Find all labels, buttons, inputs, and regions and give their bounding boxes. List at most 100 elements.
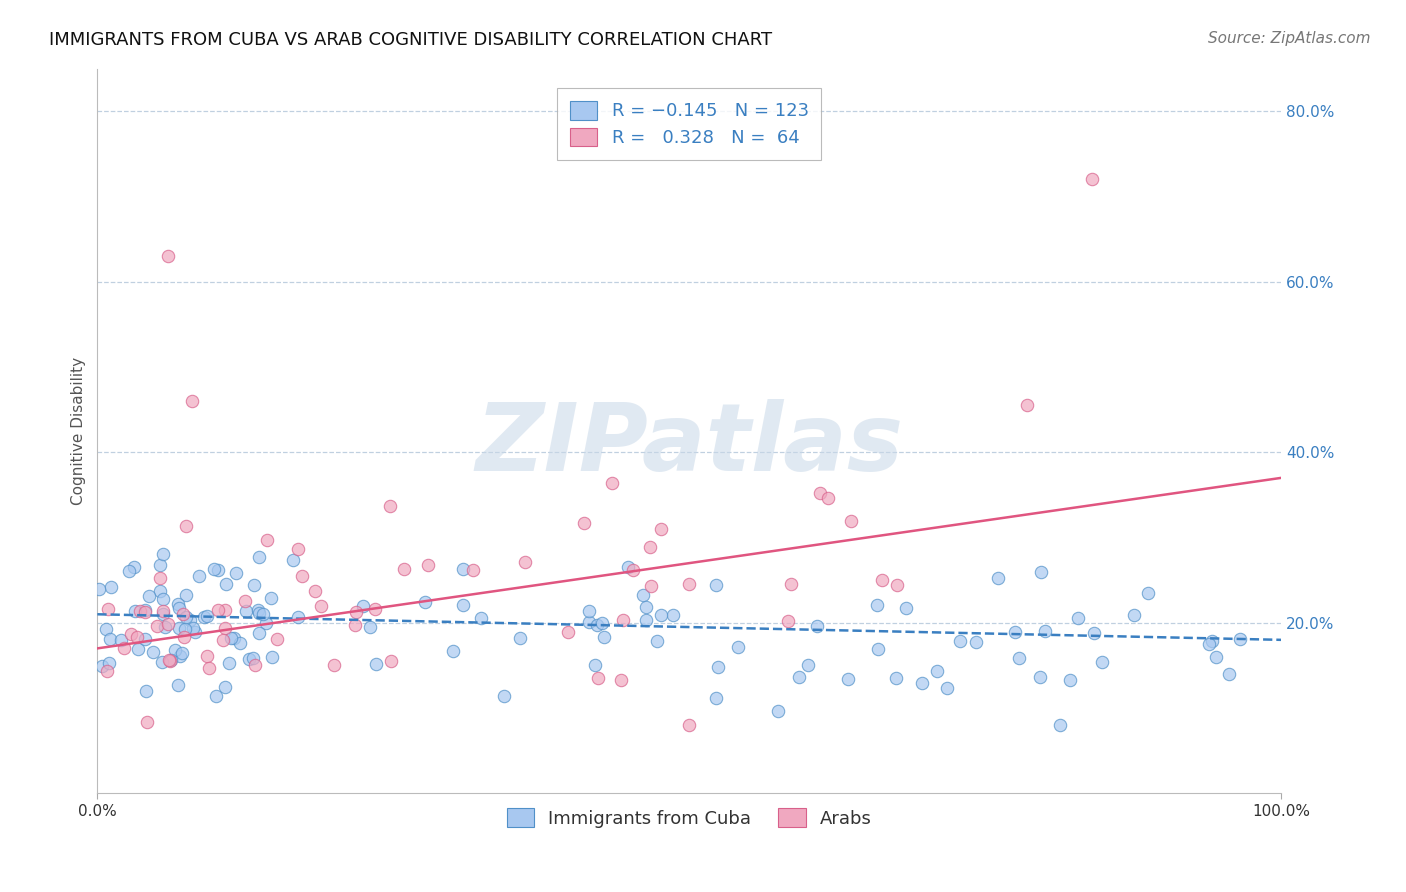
Point xyxy=(172,646,194,660)
Point xyxy=(97,602,120,616)
Point xyxy=(167,620,190,634)
Point xyxy=(586,672,609,686)
Point xyxy=(678,718,700,732)
Point xyxy=(470,611,492,625)
Point xyxy=(866,599,889,613)
Point xyxy=(1049,718,1071,732)
Point xyxy=(188,569,211,583)
Point xyxy=(935,681,957,695)
Point xyxy=(1229,632,1251,647)
Point xyxy=(894,600,917,615)
Point xyxy=(839,514,862,528)
Point xyxy=(165,643,187,657)
Point xyxy=(98,632,121,646)
Point xyxy=(145,618,167,632)
Point xyxy=(418,558,440,573)
Point xyxy=(1083,626,1105,640)
Point xyxy=(509,631,531,645)
Point xyxy=(202,562,225,576)
Point xyxy=(134,603,156,617)
Point xyxy=(254,615,277,630)
Point xyxy=(778,614,800,628)
Point xyxy=(413,595,436,609)
Point xyxy=(219,631,242,645)
Point xyxy=(1029,670,1052,684)
Point xyxy=(578,615,600,630)
Point xyxy=(638,541,661,555)
Point xyxy=(304,583,326,598)
Point xyxy=(987,571,1010,585)
Point xyxy=(150,655,173,669)
Point xyxy=(343,617,366,632)
Point xyxy=(120,626,142,640)
Point xyxy=(235,604,257,618)
Point xyxy=(260,591,283,605)
Point xyxy=(266,632,288,647)
Point xyxy=(461,563,484,577)
Point xyxy=(586,618,609,632)
Point xyxy=(247,549,270,564)
Point xyxy=(122,560,145,574)
Point xyxy=(441,643,464,657)
Point xyxy=(225,566,247,581)
Point xyxy=(640,579,662,593)
Point xyxy=(229,635,252,649)
Point xyxy=(169,649,191,664)
Point xyxy=(1198,637,1220,651)
Point xyxy=(617,560,640,574)
Point xyxy=(193,610,215,624)
Point xyxy=(572,516,595,531)
Point xyxy=(515,556,537,570)
Point xyxy=(243,578,266,592)
Point xyxy=(173,630,195,644)
Point xyxy=(179,613,201,627)
Text: IMMIGRANTS FROM CUBA VS ARAB COGNITIVE DISABILITY CORRELATION CHART: IMMIGRANTS FROM CUBA VS ARAB COGNITIVE D… xyxy=(49,31,772,49)
Point xyxy=(380,654,402,668)
Point xyxy=(184,624,207,639)
Point xyxy=(124,604,146,618)
Point xyxy=(138,589,160,603)
Point xyxy=(260,650,283,665)
Point xyxy=(634,613,657,627)
Point xyxy=(256,533,278,547)
Point xyxy=(212,632,235,647)
Point xyxy=(94,622,117,636)
Point xyxy=(1029,565,1052,579)
Point xyxy=(704,690,727,705)
Point xyxy=(645,633,668,648)
Point xyxy=(174,518,197,533)
Point xyxy=(727,640,749,654)
Point xyxy=(149,571,172,585)
Point xyxy=(707,660,730,674)
Point xyxy=(174,610,197,624)
Point xyxy=(159,652,181,666)
Point xyxy=(247,602,270,616)
Point xyxy=(592,630,614,644)
Point xyxy=(766,704,789,718)
Point xyxy=(181,394,204,409)
Point xyxy=(322,658,344,673)
Point xyxy=(207,603,229,617)
Point xyxy=(195,608,218,623)
Point xyxy=(911,676,934,690)
Point xyxy=(287,542,309,557)
Point xyxy=(1008,651,1031,665)
Point xyxy=(173,622,195,636)
Point xyxy=(591,615,613,630)
Point xyxy=(344,606,367,620)
Point xyxy=(631,588,654,602)
Point xyxy=(363,602,385,616)
Point xyxy=(166,598,188,612)
Point xyxy=(134,605,156,619)
Point xyxy=(609,673,631,687)
Point xyxy=(218,657,240,671)
Point xyxy=(242,650,264,665)
Point xyxy=(1067,610,1090,624)
Point xyxy=(359,620,381,634)
Point xyxy=(1123,607,1146,622)
Point xyxy=(706,578,728,592)
Point xyxy=(583,658,606,673)
Point xyxy=(207,563,229,577)
Point xyxy=(96,664,118,678)
Point xyxy=(291,568,314,582)
